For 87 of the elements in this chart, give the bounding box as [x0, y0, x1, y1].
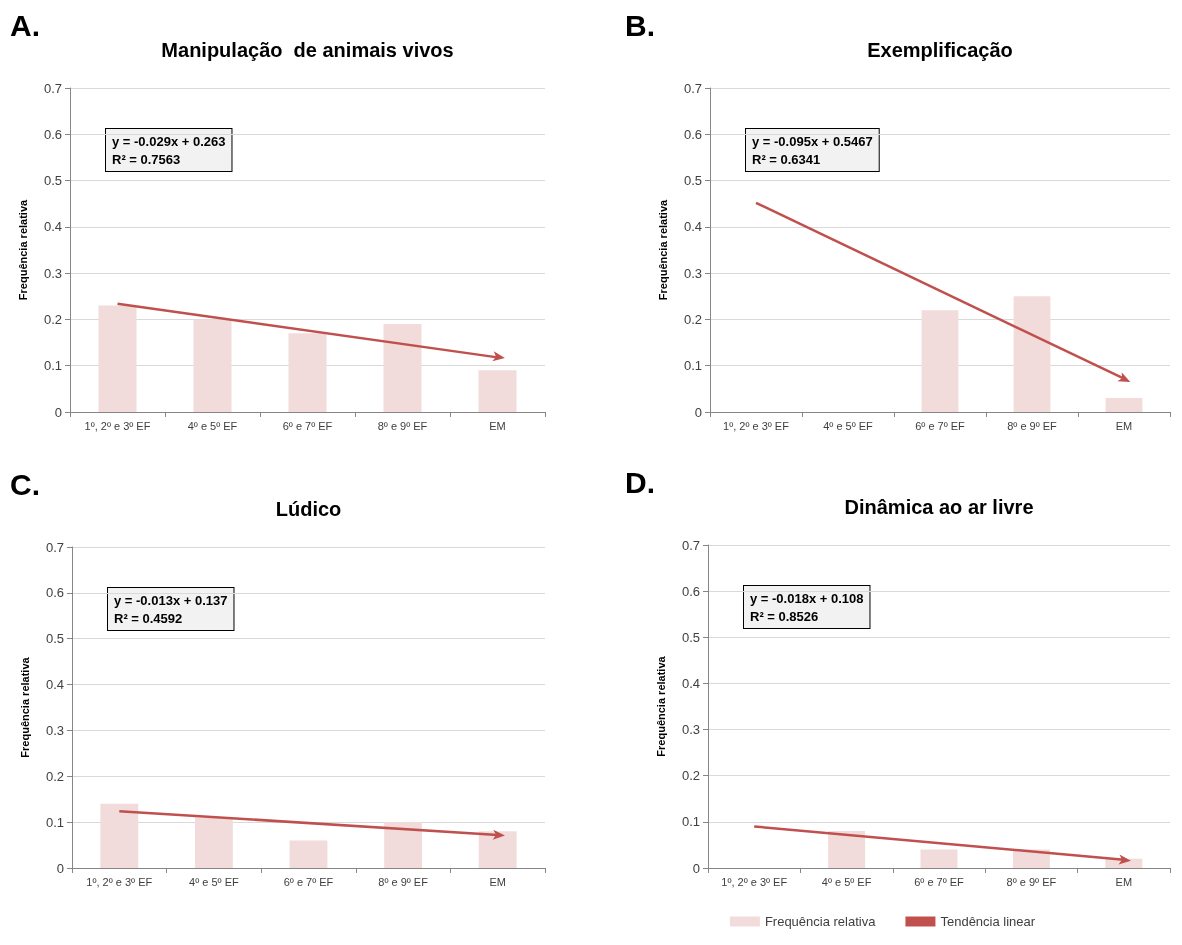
y-axis-title: Frequência relativa: [18, 656, 31, 758]
annotation: y = -0.029x + 0.263: [112, 133, 226, 149]
x-tick-label: 6º e 7º EF: [283, 875, 334, 888]
x-tick-label: EM: [489, 875, 506, 888]
text: B.: [625, 8, 655, 42]
y-tick-label: 0.2: [681, 768, 700, 784]
bar: [478, 831, 517, 868]
x-tick-label: 4º e 5º EF: [187, 419, 238, 432]
y-tick-label: 0.4: [681, 675, 700, 691]
text: D.: [625, 465, 655, 499]
y-tick-label: 0: [54, 404, 62, 420]
x-tick-label: 6º e 7º EF: [282, 419, 333, 432]
annotation: R² = 0.8526: [750, 608, 819, 624]
bar: [289, 840, 328, 868]
annotation: y = -0.018x + 0.108: [750, 590, 864, 606]
annotation: R² = 0.6341: [752, 151, 821, 167]
annotation: R² = 0.4592: [114, 610, 183, 626]
annotation: R² = 0.7563: [112, 151, 181, 167]
y-tick-label: 0.3: [45, 722, 64, 738]
bar: [383, 324, 422, 412]
y-tick-label: 0.2: [683, 311, 702, 327]
y-tick-label: 0.7: [681, 537, 700, 553]
x-tick-label: 8º e 9º EF: [1007, 419, 1058, 432]
y-tick-label: 0.7: [43, 80, 62, 96]
y-tick-label: 0.6: [683, 126, 702, 142]
bar: [98, 305, 137, 412]
y-tick-label: 0.1: [683, 358, 702, 374]
y-tick-label: 0.5: [681, 629, 700, 645]
x-tick-label: 6º e 7º EF: [915, 419, 966, 432]
text: C.: [10, 467, 40, 501]
bar: [193, 319, 232, 412]
y-tick-label: 0.1: [45, 814, 64, 830]
x-tick-label: 1º, 2º e 3º EF: [723, 419, 790, 432]
y-tick-label: 0.2: [43, 311, 62, 327]
y-tick-label: 0.4: [683, 219, 702, 235]
x-tick-label: EM: [1115, 875, 1133, 888]
bar: [921, 310, 959, 412]
y-tick-label: 0.2: [45, 768, 64, 784]
y-tick-label: 0.7: [683, 80, 702, 96]
y-tick-label: 0.1: [681, 814, 700, 830]
y-axis-title: Frequência relativa: [654, 655, 667, 757]
x-tick-label: 8º e 9º EF: [378, 875, 429, 888]
x-tick-label: EM: [1115, 419, 1133, 432]
x-tick-label: 1º, 2º e 3º EF: [84, 419, 151, 432]
x-tick-label: 1º, 2º e 3º EF: [721, 875, 788, 888]
x-tick-label: 4º e 5º EF: [821, 875, 872, 888]
x-tick-label: 8º e 9º EF: [377, 419, 428, 432]
annotation: y = -0.013x + 0.137: [114, 592, 228, 608]
bar: [384, 822, 423, 868]
y-tick-label: 0: [692, 860, 700, 876]
bar: [1105, 398, 1143, 412]
y-tick-label: 0.3: [681, 722, 700, 738]
y-axis-title: Frequência relativa: [16, 198, 29, 301]
x-tick-label: 1º, 2º e 3º EF: [86, 875, 153, 888]
legend-label: Frequência relativa: [764, 914, 877, 929]
bar: [478, 370, 517, 412]
x-tick-label: 4º e 5º EF: [823, 419, 874, 432]
bar: [288, 333, 327, 412]
y-tick-label: 0.7: [45, 539, 64, 555]
y-tick-label: 0.6: [43, 126, 62, 142]
bar: [1013, 296, 1051, 412]
x-tick-label: EM: [489, 419, 506, 432]
text: A.: [10, 8, 40, 42]
bar: [194, 817, 233, 868]
y-tick-label: 0.5: [683, 173, 702, 189]
y-tick-label: 0.3: [683, 265, 702, 281]
chart-title: Lúdico: [275, 498, 342, 520]
annotation: y = -0.095x + 0.5467: [752, 133, 873, 149]
y-tick-label: 0.5: [43, 173, 62, 189]
y-tick-label: 0.3: [43, 265, 62, 281]
y-tick-label: 0.6: [681, 583, 700, 599]
x-tick-label: 6º e 7º EF: [914, 875, 965, 888]
y-tick-label: 0: [694, 404, 702, 420]
y-tick-label: 0.6: [45, 585, 64, 601]
legend-label: Tendência linear: [940, 914, 1036, 929]
y-tick-label: 0.4: [45, 677, 64, 693]
y-axis-title: Frequência relativa: [656, 198, 669, 301]
x-tick-label: 8º e 9º EF: [1006, 875, 1057, 888]
y-tick-label: 0.1: [43, 358, 62, 374]
chart-title: Dinâmica ao ar livre: [844, 496, 1034, 518]
chart-title: Exemplificação: [867, 39, 1013, 61]
y-tick-label: 0: [56, 860, 64, 876]
x-tick-label: 4º e 5º EF: [189, 875, 239, 888]
bar: [100, 803, 139, 868]
chart-title: Manipulação de animais vivos: [161, 39, 454, 61]
y-tick-label: 0.4: [43, 219, 62, 235]
y-tick-label: 0.5: [45, 631, 64, 647]
